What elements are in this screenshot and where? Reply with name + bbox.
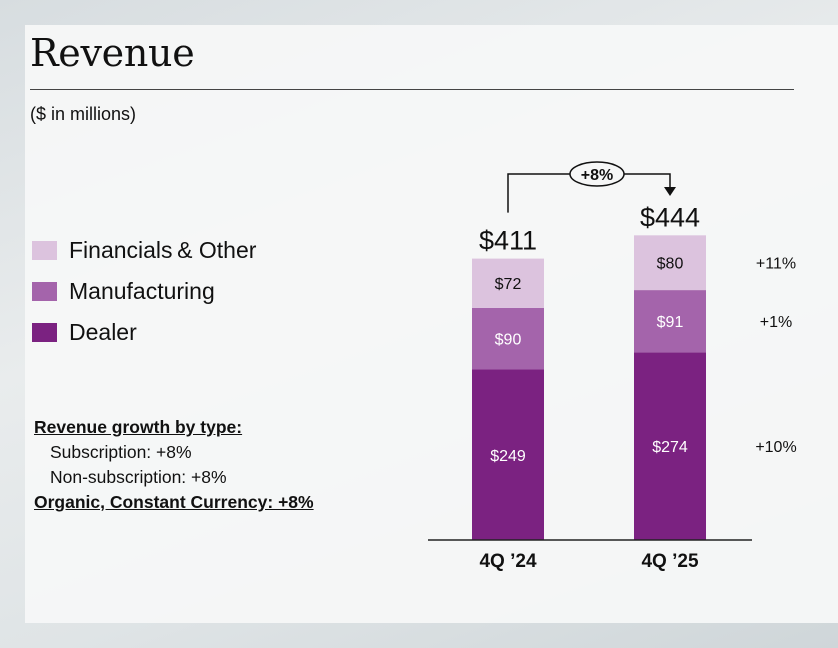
bar-segment-dealer-1 bbox=[634, 352, 706, 540]
legend-item-financials: Financials & Other bbox=[32, 230, 256, 271]
legend-item-dealer: Dealer bbox=[32, 312, 256, 353]
bar-value-label: $80 bbox=[657, 256, 684, 273]
legend-swatch-financials bbox=[32, 241, 57, 260]
legend-label-dealer: Dealer bbox=[69, 319, 137, 345]
x-tick-label: 4Q ’25 bbox=[641, 551, 698, 572]
legend-label-manufacturing: Manufacturing bbox=[69, 278, 215, 304]
units-subtitle: ($ in millions) bbox=[30, 104, 137, 124]
growth-note-non-subscription: Non-subscription: +8% bbox=[50, 467, 227, 487]
x-tick-label: 4Q ’24 bbox=[479, 551, 536, 572]
growth-label: +11% bbox=[756, 256, 796, 273]
bar-value-label: $274 bbox=[652, 439, 688, 456]
growth-note-subscription: Subscription: +8% bbox=[50, 442, 192, 462]
growth-notes-heading: Revenue growth by type: bbox=[34, 417, 243, 437]
growth-notes-organic: Organic, Constant Currency: +8% bbox=[34, 492, 314, 512]
chart-legend: Financials & Other Manufacturing Dealer bbox=[32, 230, 256, 353]
legend-swatch-manufacturing bbox=[32, 282, 57, 301]
bar-value-label: $249 bbox=[490, 448, 526, 465]
bar-segment-manufacturing-0 bbox=[472, 307, 544, 370]
bar-total-label: $411 bbox=[479, 226, 537, 256]
change-badge bbox=[569, 161, 625, 187]
bar-value-label: $90 bbox=[495, 332, 522, 349]
bar-segment-manufacturing-1 bbox=[634, 290, 706, 353]
bar-segment-dealer-0 bbox=[472, 369, 544, 540]
bar-segment-financials-other-0 bbox=[472, 258, 544, 308]
growth-label: +1% bbox=[760, 314, 792, 331]
legend-item-manufacturing: Manufacturing bbox=[32, 271, 256, 312]
bar-value-label: $91 bbox=[657, 314, 684, 331]
bar-value-label: $72 bbox=[495, 276, 522, 293]
growth-notes: Revenue growth by type: Subscription: +8… bbox=[34, 415, 314, 515]
change-badge-label: +8% bbox=[581, 167, 613, 184]
page-title: Revenue bbox=[30, 31, 195, 75]
change-arrow-head bbox=[664, 187, 676, 196]
bar-segment-financials-other-1 bbox=[634, 235, 706, 291]
growth-label: +10% bbox=[755, 439, 796, 456]
legend-swatch-dealer bbox=[32, 323, 57, 342]
title-divider bbox=[30, 89, 794, 90]
legend-label-financials: Financials & Other bbox=[69, 237, 257, 263]
bar-total-label: $444 bbox=[640, 202, 700, 232]
